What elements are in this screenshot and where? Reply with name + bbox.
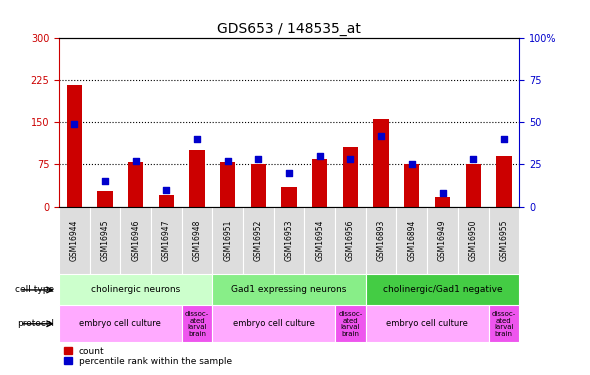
Bar (489, 306, 519, 342)
Text: embryo cell culture: embryo cell culture (80, 319, 161, 328)
Bar (97, 191, 113, 207)
Text: cholinergic/Gad1 negative: cholinergic/Gad1 negative (383, 285, 502, 294)
Bar (128, 162, 143, 207)
Point (376, 133, 386, 139)
Bar (251, 164, 266, 207)
Bar (366, 207, 396, 274)
Bar (212, 207, 243, 274)
Text: dissoc-
ated
larval
brain: dissoc- ated larval brain (491, 311, 516, 336)
Bar (427, 207, 458, 274)
Bar (396, 207, 427, 274)
Legend: count, percentile rank within the sample: count, percentile rank within the sample (64, 346, 232, 366)
Bar (182, 306, 212, 342)
Text: GSM16952: GSM16952 (254, 220, 263, 261)
Bar (489, 207, 519, 274)
Bar (343, 147, 358, 207)
Bar (435, 196, 450, 207)
Bar (189, 150, 205, 207)
Bar (67, 86, 82, 207)
Bar (59, 207, 90, 274)
Point (192, 136, 202, 142)
Point (162, 187, 171, 193)
Bar (335, 207, 366, 274)
Bar (373, 119, 389, 207)
Point (315, 153, 324, 159)
Bar (404, 164, 419, 207)
Text: GSM16949: GSM16949 (438, 220, 447, 261)
Text: GSM16956: GSM16956 (346, 220, 355, 261)
Bar (59, 274, 212, 306)
Point (254, 156, 263, 162)
Bar (59, 306, 182, 342)
Bar (159, 195, 174, 207)
Bar (90, 207, 120, 274)
Text: GSM16954: GSM16954 (315, 220, 324, 261)
Text: GSM16951: GSM16951 (223, 220, 232, 261)
Text: GSM16947: GSM16947 (162, 220, 171, 261)
Text: GSM16945: GSM16945 (100, 220, 110, 261)
Bar (366, 274, 519, 306)
Bar (220, 162, 235, 207)
Text: dissoc-
ated
larval
brain: dissoc- ated larval brain (185, 311, 209, 336)
Text: Gad1 expressing neurons: Gad1 expressing neurons (231, 285, 347, 294)
Point (284, 170, 294, 176)
Text: embryo cell culture: embryo cell culture (233, 319, 314, 328)
Text: GSM16944: GSM16944 (70, 220, 79, 261)
Bar (312, 159, 327, 207)
Title: GDS653 / 148535_at: GDS653 / 148535_at (217, 22, 361, 36)
Text: GSM16893: GSM16893 (376, 220, 386, 261)
Bar (212, 306, 335, 342)
Bar (458, 207, 489, 274)
Text: GSM16894: GSM16894 (407, 220, 417, 261)
Bar (366, 306, 489, 342)
Bar (243, 207, 274, 274)
Bar (212, 274, 366, 306)
Text: GSM16948: GSM16948 (192, 220, 202, 261)
Bar (281, 187, 297, 207)
Point (407, 161, 417, 167)
Bar (304, 207, 335, 274)
Text: protocol: protocol (17, 319, 54, 328)
Point (70, 121, 79, 127)
Text: embryo cell culture: embryo cell culture (386, 319, 468, 328)
Bar (274, 207, 304, 274)
Point (223, 158, 232, 164)
Bar (120, 207, 151, 274)
Text: GSM16953: GSM16953 (284, 220, 294, 261)
Text: GSM16955: GSM16955 (499, 220, 509, 261)
Bar (496, 156, 512, 207)
Point (346, 156, 355, 162)
Text: cholinergic neurons: cholinergic neurons (91, 285, 181, 294)
Point (100, 178, 110, 184)
Text: cell type: cell type (15, 285, 54, 294)
Bar (466, 164, 481, 207)
Text: GSM16950: GSM16950 (468, 220, 478, 261)
Point (499, 136, 509, 142)
Text: GSM16946: GSM16946 (131, 220, 140, 261)
Bar (182, 207, 212, 274)
Text: dissoc-
ated
larval
brain: dissoc- ated larval brain (338, 311, 363, 336)
Bar (151, 207, 182, 274)
Bar (335, 306, 366, 342)
Point (438, 190, 447, 196)
Point (131, 158, 140, 164)
Point (468, 156, 478, 162)
